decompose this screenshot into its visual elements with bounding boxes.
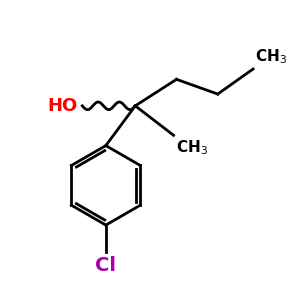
- Text: HO: HO: [48, 97, 78, 115]
- Text: CH$_3$: CH$_3$: [176, 138, 208, 157]
- Text: Cl: Cl: [95, 256, 116, 275]
- Text: CH$_3$: CH$_3$: [254, 47, 286, 66]
